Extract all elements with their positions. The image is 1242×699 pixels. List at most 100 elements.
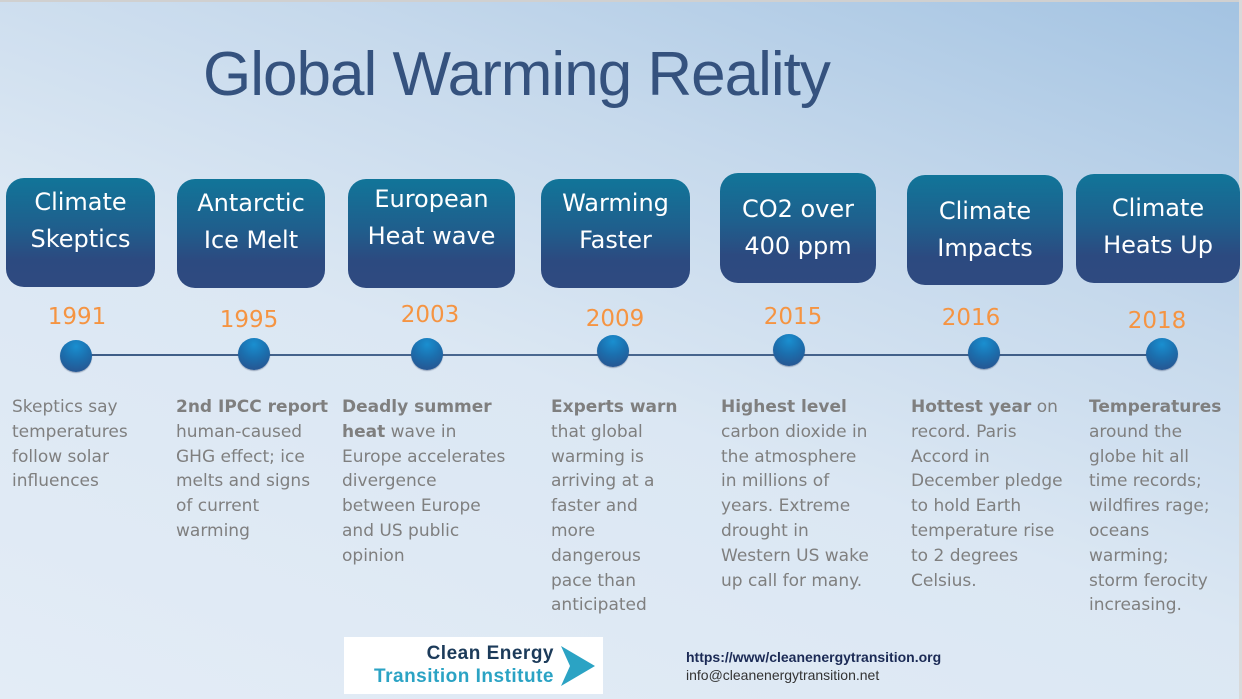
event-year-2003: 2003 — [400, 302, 460, 328]
description-line: influences — [12, 471, 99, 492]
description-highlight: Hottest year — [911, 397, 1032, 417]
timeline-dot-2018 — [1146, 338, 1178, 370]
description-line: temperatures — [12, 421, 128, 442]
description-line: temperature rise — [911, 520, 1055, 541]
event-heading-line2: Heat wave — [367, 222, 496, 250]
timeline-dot-2016 — [968, 337, 1000, 369]
event-heading-line1: CO2 over — [741, 195, 855, 223]
description-line: record. Paris — [911, 421, 1017, 442]
timeline-dot-2015 — [773, 334, 805, 366]
description-line: carbon dioxide in — [721, 421, 868, 442]
description-highlight: Highest level — [721, 397, 847, 417]
event-heading-line2: Impacts — [937, 234, 1033, 262]
event-box-2009: Warming Faster — [541, 179, 690, 288]
event-description-2015: Highest level carbon dioxide in the atmo… — [721, 395, 869, 593]
event-year-2016: 2016 — [941, 305, 1001, 331]
event-year-1991: 1991 — [47, 304, 107, 330]
description-highlight: Deadly summer — [342, 397, 492, 417]
chevron-right-icon — [561, 646, 595, 686]
description-line: Europe accelerates — [342, 446, 506, 467]
description-line: Western US wake — [721, 545, 869, 566]
timeline-dot-2003 — [411, 338, 443, 370]
logo-line2: Transition Institute — [374, 666, 554, 687]
description-highlight: Temperatures — [1089, 397, 1222, 417]
event-heading-line1: European — [374, 185, 489, 213]
description-line: warming is — [551, 446, 644, 467]
event-heading-line1: Antarctic — [197, 189, 305, 217]
event-heading-line2: Faster — [579, 226, 652, 254]
description-line: drought in — [721, 520, 809, 541]
description-line: dangerous — [551, 545, 641, 566]
description-line: melts and signs — [176, 471, 311, 492]
description-highlight: heat — [342, 421, 386, 442]
event-box-2018: Climate Heats Up — [1076, 174, 1240, 283]
description-line: time records; — [1089, 471, 1202, 492]
description-line: human-caused — [176, 421, 303, 442]
description-line: pace than — [551, 570, 637, 591]
event-box-1991: Climate Skeptics — [6, 178, 155, 287]
description-line: oceans — [1089, 520, 1150, 541]
description-line: of current — [176, 496, 260, 517]
contact-email[interactable]: info@cleanenergytransition.net — [686, 667, 880, 683]
description-line: Skeptics say — [12, 397, 118, 417]
logo-line1: Clean Energy — [426, 643, 554, 664]
description-line: globe hit all — [1089, 446, 1189, 467]
description-line: to 2 degrees — [911, 545, 1019, 566]
description-line: faster and — [551, 496, 638, 517]
description-highlight: 2nd IPCC report — [176, 397, 328, 417]
slide-right-border — [1239, 0, 1242, 699]
event-heading-line1: Warming — [562, 189, 669, 217]
timeline-dot-1995 — [238, 338, 270, 370]
event-year-2018: 2018 — [1127, 308, 1187, 334]
event-description-2018: Temperatures around the globe hit all ti… — [1089, 395, 1221, 618]
description-line: and US public — [342, 520, 460, 541]
event-heading-line2: Heats Up — [1103, 231, 1213, 259]
description-line: up call for many. — [721, 570, 863, 591]
event-year-2009: 2009 — [585, 306, 645, 332]
description-line: the atmosphere — [721, 446, 857, 467]
description-line: in millions of — [721, 471, 830, 492]
description-line: warming — [176, 520, 250, 541]
event-box-1995: Antarctic Ice Melt — [177, 179, 325, 288]
website-link[interactable]: https://www/cleanenergytransition.org — [686, 649, 942, 665]
description-line: around the — [1089, 421, 1183, 442]
description-line: anticipated — [551, 595, 647, 616]
timeline-dot-1991 — [60, 340, 92, 372]
description-line: GHG effect; ice — [176, 446, 305, 467]
description-line: warming; — [1089, 545, 1169, 566]
description-text: wave in — [385, 421, 457, 442]
description-line: between Europe — [342, 496, 481, 517]
description-line: increasing. — [1089, 595, 1182, 616]
event-description-1991: Skeptics say temperatures follow solar i… — [12, 395, 128, 494]
event-description-2009: Experts warn that global warming is arri… — [551, 395, 678, 618]
description-line: wildfires rage; — [1089, 496, 1210, 517]
event-box-2015: CO2 over 400 ppm — [720, 173, 876, 283]
description-line: Accord in — [911, 446, 990, 467]
description-line: arriving at a — [551, 471, 655, 492]
description-line: divergence — [342, 471, 437, 492]
description-line: more — [551, 520, 596, 541]
description-line: storm ferocity — [1089, 570, 1208, 591]
description-line: to hold Earth — [911, 496, 1022, 517]
event-heading-line2: 400 ppm — [744, 232, 852, 260]
event-description-2016: Hottest year on record. Paris Accord in … — [911, 395, 1063, 593]
event-year-2015: 2015 — [763, 304, 823, 330]
event-heading-line1: Climate — [938, 197, 1032, 225]
description-line: December pledge — [911, 471, 1063, 492]
slide-top-border — [0, 0, 1242, 2]
description-line: Celsius. — [911, 570, 977, 591]
description-text: on — [1031, 397, 1058, 417]
event-description-1995: 2nd IPCC report human-caused GHG effect;… — [176, 395, 328, 544]
description-line: years. Extreme — [721, 496, 851, 517]
event-heading-line2: Ice Melt — [203, 226, 299, 254]
event-heading-line1: Climate — [1111, 194, 1205, 222]
event-box-2016: Climate Impacts — [907, 175, 1063, 285]
description-highlight: Experts warn — [551, 397, 678, 417]
event-heading-line1: Climate — [34, 188, 127, 216]
timeline-dot-2009 — [597, 335, 629, 367]
event-year-1995: 1995 — [219, 307, 279, 333]
event-box-2003: European Heat wave — [348, 179, 515, 288]
description-line: that global — [551, 421, 643, 442]
page-title: Global Warming Reality — [203, 40, 831, 109]
description-line: opinion — [342, 545, 405, 566]
